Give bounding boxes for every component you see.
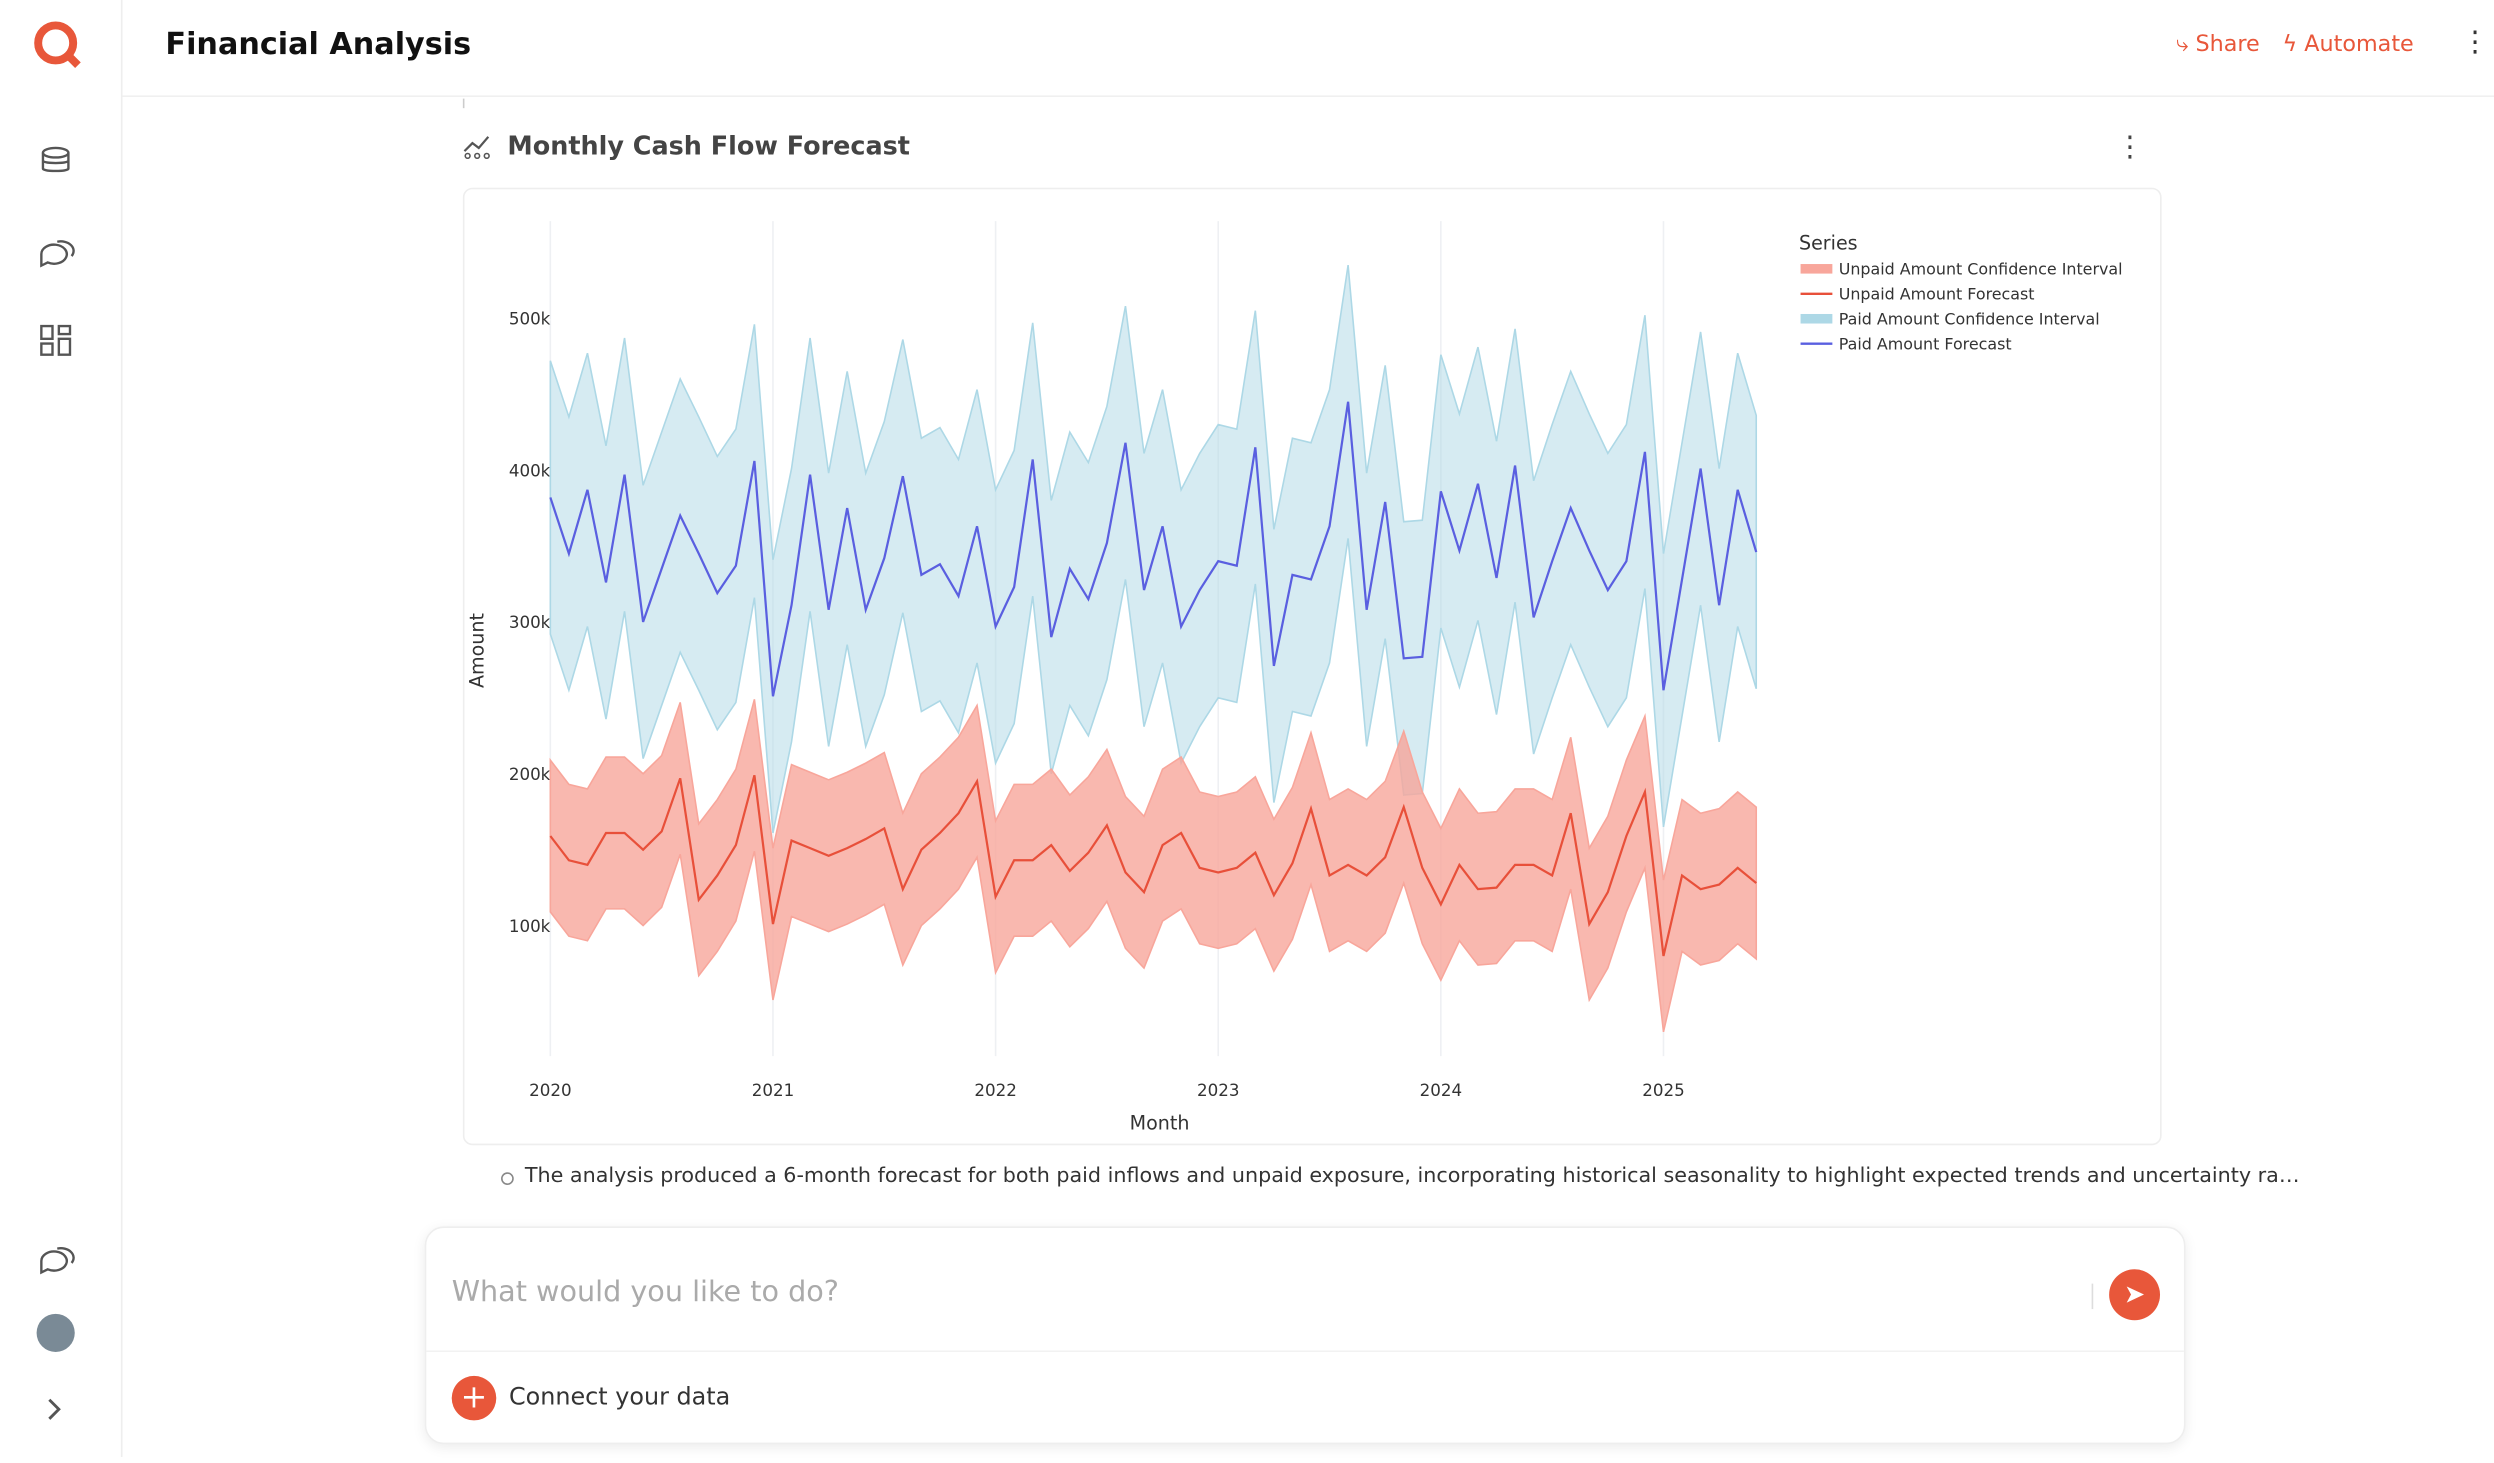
y-tick-label: 200k (509, 764, 551, 784)
expand-icon[interactable] (48, 1398, 61, 1420)
legend-swatch (1800, 264, 1833, 274)
data-icon[interactable] (41, 146, 70, 159)
automate-button[interactable]: ϟ Automate (2282, 31, 2414, 58)
send-button[interactable]: ➤ (2109, 1269, 2161, 1321)
x-tick-label: 2020 (529, 1080, 571, 1100)
confidence-band (549, 265, 1758, 834)
share-button[interactable]: ⤷ Share (2175, 31, 2260, 58)
summary: The analysis produced a 6-month forecast… (524, 1164, 2300, 1189)
connect-icon[interactable]: + (451, 1375, 497, 1421)
x-tick-label: 2023 (1197, 1080, 1239, 1100)
legend-label: Paid Amount Forecast (1839, 334, 2012, 353)
y-tick-label: 400k (509, 460, 551, 480)
chart: 2020 2021 2022 2023 2024 2025 100k 200k 300k 400k… (467, 221, 2123, 1134)
thread-line (462, 98, 465, 109)
bullet (501, 1172, 514, 1185)
chart-card: 2020 2021 2022 2023 2024 2025 100k 200k 300k 400k… (462, 187, 2162, 1146)
legend-label: Paid Amount Confidence Interval (1839, 309, 2100, 328)
x-tick-label: 2024 (1420, 1080, 1462, 1100)
share-label: Share (2195, 31, 2260, 58)
card-title: Monthly Cash Flow Forecast (507, 130, 910, 161)
divider (2091, 1283, 2094, 1310)
prompt-box: What would you like to do? ➤ + Connect y… (424, 1226, 2186, 1445)
data-icon-body (41, 152, 70, 173)
connect-label[interactable]: Connect your data (508, 1382, 731, 1411)
y-axis-label: Amount (467, 613, 489, 688)
x-tick-label: 2021 (752, 1080, 794, 1100)
forecast-line (549, 774, 1757, 957)
chats-icon[interactable] (40, 1247, 75, 1275)
y-tick-label: 500k (509, 309, 551, 329)
x-axis-label: Month (1130, 1112, 1190, 1134)
chat-icon[interactable] (40, 240, 75, 268)
card-menu[interactable]: ⋮ (2115, 130, 2145, 164)
prompt-input[interactable]: What would you like to do? (451, 1275, 839, 1310)
app-title: Financial Analysis (165, 27, 472, 63)
x-tick-label: 2025 (1642, 1080, 1684, 1100)
header: Financial Analysis ⤷ Share ϟ Automate ⋮ (122, 0, 2494, 98)
dashboard-icon[interactable] (40, 324, 72, 356)
y-tick-label: 100k (509, 916, 551, 936)
avatar[interactable] (36, 1313, 75, 1353)
forecast-line (549, 401, 1758, 697)
box-divider (426, 1350, 2184, 1353)
legend-label: Unpaid Amount Forecast (1839, 284, 2035, 303)
sidebar-icons (34, 21, 81, 1420)
x-tick-label: 2022 (974, 1080, 1016, 1100)
legend-label: Unpaid Amount Confidence Interval (1839, 259, 2123, 278)
menu-button[interactable]: ⋮ (2460, 25, 2490, 59)
legend-swatch (1800, 313, 1833, 324)
logo-tail (63, 51, 81, 69)
automate-label: Automate (2304, 31, 2414, 58)
legend-title: Series (1799, 233, 1858, 255)
logo[interactable] (34, 21, 78, 65)
chart-icon (463, 136, 490, 160)
sidebar (0, 0, 123, 1457)
confidence-band (549, 699, 1758, 1033)
y-tick-label: 300k (509, 612, 551, 632)
